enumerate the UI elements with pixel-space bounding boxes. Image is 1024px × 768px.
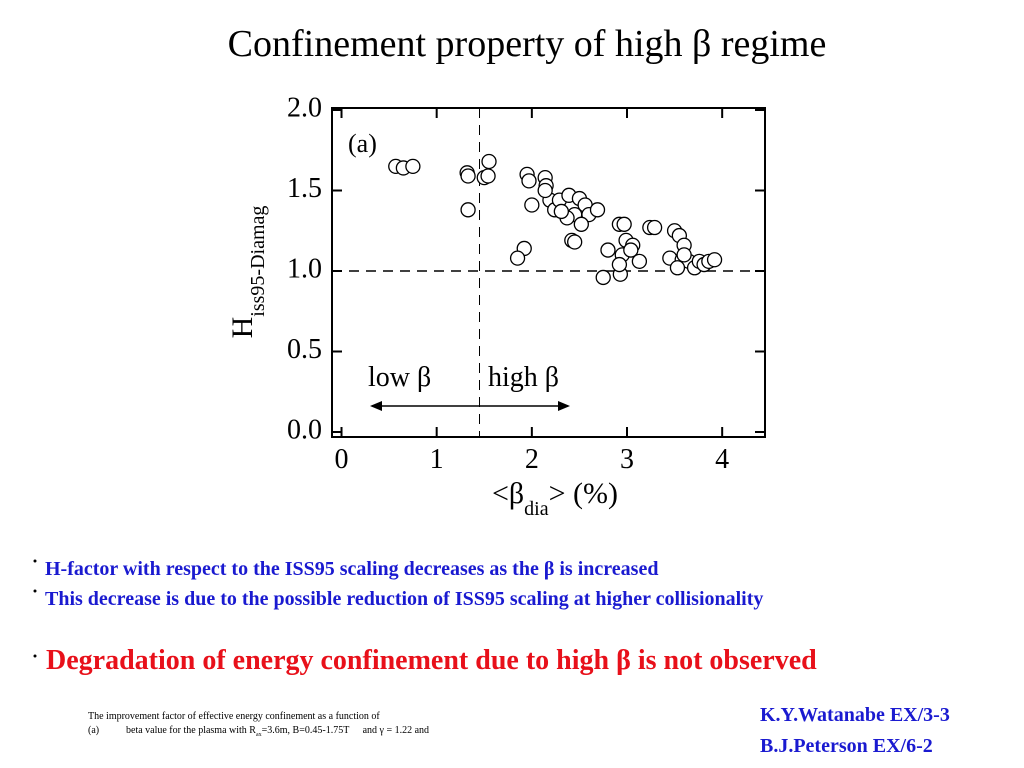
- data-point: [524, 197, 540, 213]
- caption-part: =3.6m, B=0.45-1.75T: [262, 725, 350, 736]
- data-point: [537, 182, 553, 199]
- data-point: [646, 219, 663, 236]
- y-label-sub: iss95-Diamag: [247, 206, 269, 317]
- x-label-main: <β: [492, 477, 524, 510]
- y-tick-label: 1.5: [287, 173, 322, 204]
- data-point: [573, 216, 589, 232]
- credit: K.Y.Watanabe EX/3-3: [760, 704, 950, 726]
- bullet-dot: [33, 654, 37, 658]
- data-point: [567, 234, 583, 250]
- data-point: [481, 153, 497, 170]
- data-point: [611, 256, 628, 273]
- x-label-sub: dia: [524, 498, 549, 520]
- x-tick-label: 4: [715, 444, 729, 475]
- credit: B.J.Peterson EX/6-2: [760, 735, 933, 757]
- y-tick-label: 1.0: [287, 253, 322, 284]
- y-label-main: H: [226, 317, 259, 339]
- bullet-text: H-factor with respect to the ISS95 scali…: [45, 558, 658, 580]
- highlight-text: Degradation of energy confinement due to…: [46, 645, 817, 676]
- y-axis-label: Hiss95-Diamag: [226, 206, 269, 339]
- data-point: [706, 252, 723, 268]
- data-point: [631, 253, 648, 269]
- caption-label: (a): [88, 725, 99, 736]
- caption-line: beta value for the plasma with Rax=3.6m,…: [126, 725, 429, 738]
- x-tick-label: 1: [430, 444, 444, 475]
- data-point: [589, 202, 606, 218]
- y-tick-label: 0.5: [287, 334, 322, 365]
- slide-title: Confinement property of high β regime: [228, 23, 827, 65]
- x-axis-label: <βdia> (%): [492, 477, 618, 520]
- data-point: [676, 247, 692, 263]
- data-point: [600, 242, 616, 258]
- plot-frame: [331, 107, 766, 438]
- caption-part: beta value for the plasma with R: [126, 725, 256, 736]
- data-point: [460, 202, 476, 218]
- data-point: [595, 269, 611, 286]
- low-beta-label: low β: [368, 362, 431, 393]
- x-label-tail: > (%): [549, 477, 618, 510]
- x-tick-label: 0: [335, 444, 349, 475]
- y-tick-label: 0.0: [287, 414, 322, 445]
- bullet-text: This decrease is due to the possible red…: [45, 588, 763, 610]
- panel-label: (a): [348, 129, 377, 158]
- bullet-dot: [33, 559, 37, 563]
- data-point: [553, 203, 569, 220]
- data-point: [616, 216, 632, 232]
- caption-part: and γ = 1.22 and: [363, 725, 429, 736]
- caption-sub: ax: [256, 732, 262, 738]
- data-point: [623, 242, 639, 258]
- caption-line: The improvement factor of effective ener…: [88, 711, 380, 722]
- beta-arrow: [370, 401, 570, 411]
- x-tick-label: 2: [525, 444, 539, 475]
- data-point: [460, 168, 476, 184]
- x-tick-label: 3: [620, 444, 634, 475]
- data-point: [521, 173, 537, 189]
- high-beta-label: high β: [488, 362, 559, 393]
- data-point: [509, 250, 526, 266]
- data-point: [405, 158, 421, 175]
- y-tick-label: 2.0: [287, 92, 322, 123]
- data-point: [480, 168, 496, 184]
- data-point: [669, 260, 686, 276]
- bullet-dot: [33, 589, 37, 593]
